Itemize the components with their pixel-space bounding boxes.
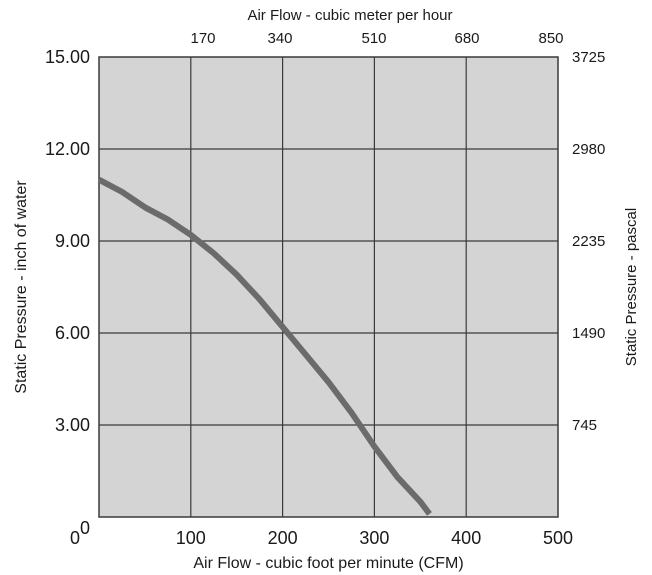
- top-x-tick-label: 680: [454, 30, 479, 47]
- y-tick-label: 6.00: [55, 323, 90, 343]
- grid-lines: [99, 57, 558, 517]
- right-y-tick-label: 1490: [572, 325, 605, 342]
- series-layer: [97, 177, 432, 516]
- x-axis-title: Air Flow - cubic foot per minute (CFM): [193, 555, 463, 572]
- x-tick-label: 100: [176, 528, 206, 548]
- top-x-tick-label: 170: [190, 30, 215, 47]
- y-axis-title: Static Pressure - inch of water: [13, 180, 30, 394]
- right-y-tick-label: 2980: [572, 141, 605, 158]
- y-tick-label: 9.00: [55, 231, 90, 251]
- series-line: [97, 177, 432, 516]
- top-x-tick-label: 850: [538, 30, 563, 47]
- y-tick-label: 15.00: [45, 47, 90, 67]
- x-tick-label: 300: [359, 528, 389, 548]
- right-y-tick-label: 3725: [572, 49, 605, 66]
- right-y-tick-label: 2235: [572, 233, 605, 250]
- top-x-axis-title: Air Flow - cubic meter per hour: [247, 7, 452, 24]
- right-y-axis-title: Static Pressure - pascal: [623, 208, 640, 366]
- y-tick-label: 12.00: [45, 139, 90, 159]
- right-y-tick-label: 745: [572, 417, 597, 434]
- x-tick-label: 200: [268, 528, 298, 548]
- plot-area: [99, 57, 558, 517]
- y-tick-label: 0: [80, 518, 90, 538]
- plot-frame: [98, 56, 559, 518]
- top-x-tick-label: 340: [267, 30, 292, 47]
- x-tick-label: 400: [451, 528, 481, 548]
- top-x-tick-label: 510: [361, 30, 386, 47]
- y-tick-label: 3.00: [55, 415, 90, 435]
- x-tick-label: 500: [543, 528, 573, 548]
- tick-labels: 0 100 200 300 400 500 0 3.00 6.00 9.00 12.00 15.00 1…: [45, 30, 605, 548]
- x-tick-label: 0: [70, 528, 80, 548]
